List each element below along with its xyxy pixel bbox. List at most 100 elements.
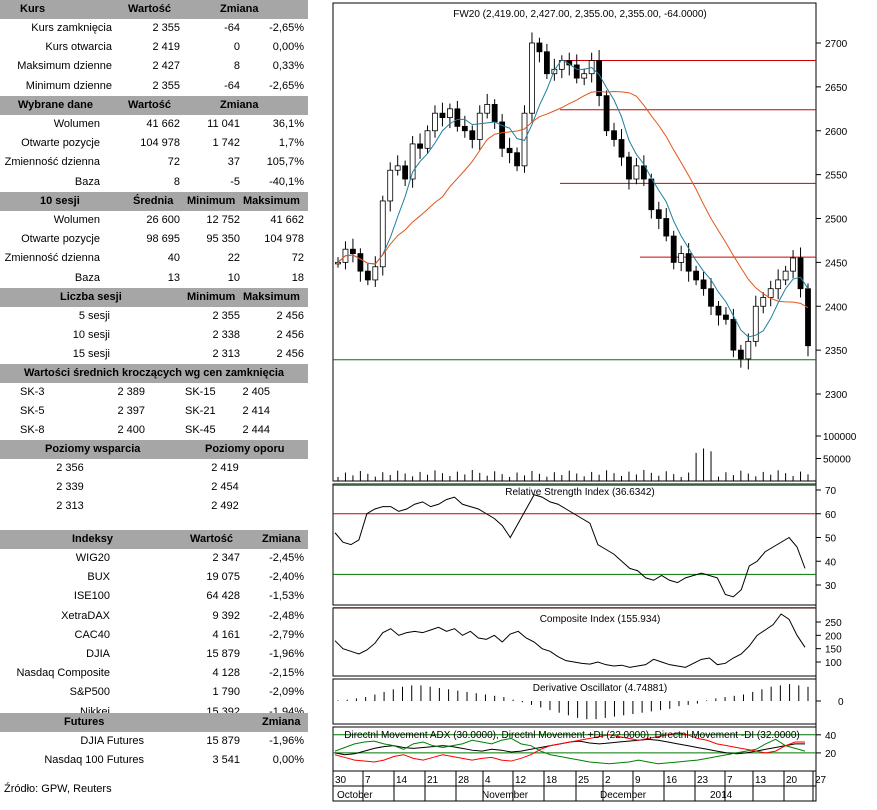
table-cell: DJIA Futures xyxy=(80,735,144,747)
table-cell: 2 456 xyxy=(276,348,304,361)
table-header-sesji10: 10 sesji Średnia Minimum Maksimum xyxy=(0,192,308,211)
x-day-label: 27 xyxy=(815,775,827,786)
table-cell: Wybrane dane xyxy=(18,99,93,111)
candle-body xyxy=(424,130,431,149)
table-cell: 98 695 xyxy=(146,233,180,246)
table-cell: Minimum xyxy=(187,291,236,303)
table-row: Zmienność dzienna 72 37 105,7% xyxy=(0,153,308,172)
candle-body xyxy=(678,253,685,263)
table-cell: 2 339 xyxy=(56,481,84,494)
table-cell: Futures xyxy=(64,716,105,728)
table-row: Zmienność dzienna 40 22 72 xyxy=(0,249,308,268)
table-cell: Zmienność dzienna xyxy=(4,252,100,265)
table-row: Otwarte pozycje 104 978 1 742 1,7% xyxy=(0,134,308,153)
table-cell: -64 xyxy=(224,22,240,34)
candle-body xyxy=(685,253,692,272)
table-cell: -1,96% xyxy=(269,735,304,747)
table-cell: 8 xyxy=(173,175,180,188)
composite-tick-label: 250 xyxy=(825,618,842,629)
table-cell: 41 662 xyxy=(270,214,304,226)
table-cell: 12 752 xyxy=(206,214,240,226)
table-cell: Zmiana xyxy=(220,99,259,111)
candle-body xyxy=(708,288,714,307)
candle-body xyxy=(700,279,707,290)
table-row: 10 sesji 2 338 2 456 xyxy=(0,326,308,345)
oscillator-tick-label: 0 xyxy=(838,697,844,708)
candle-body xyxy=(626,156,632,180)
candle-body xyxy=(663,218,670,237)
table-cell: 0,00% xyxy=(272,754,304,767)
table-cell: Wolumen xyxy=(53,118,100,130)
table-row: CAC40 4 161 -2,79% xyxy=(0,626,308,645)
candle-body xyxy=(775,279,782,290)
candle-body xyxy=(581,73,588,79)
table-cell: -1,53% xyxy=(269,590,304,603)
table-cell: 10 xyxy=(227,271,240,284)
candle-body xyxy=(603,95,610,132)
table-row: 2 356 2 419 xyxy=(0,459,308,478)
candle-body xyxy=(543,51,550,75)
table-row: 5 sesji 2 355 2 456 xyxy=(0,307,308,326)
table-cell: -40,1% xyxy=(269,175,304,188)
candle-body xyxy=(752,305,759,342)
x-day-label: 9 xyxy=(635,775,641,786)
y-tick-label: 2450 xyxy=(825,258,848,269)
rsi-tick-label: 60 xyxy=(825,510,837,521)
table-cell: 11 041 xyxy=(207,118,240,130)
table-cell: -1,96% xyxy=(269,648,304,660)
candle-body xyxy=(790,257,796,272)
table-cell: 2 313 xyxy=(56,500,84,513)
candle-body xyxy=(648,178,655,211)
table-cell: 10 sesji xyxy=(40,195,80,207)
table-cell: SK-21 xyxy=(185,405,216,418)
volume-tick-label: 50000 xyxy=(823,455,851,466)
table-cell: 9 392 xyxy=(212,609,240,622)
table-cell: Poziomy wsparcia xyxy=(45,443,141,455)
table-header-futures: Futures Zmiana xyxy=(0,713,308,732)
table-cell: 3 541 xyxy=(212,754,240,767)
table-row: SK-5 2 397 SK-21 2 414 xyxy=(0,402,308,421)
table-cell: Nasdaq 100 Futures xyxy=(44,754,144,767)
table-cell: 0 xyxy=(233,41,240,54)
table-cell: 4 161 xyxy=(212,628,240,641)
table-cell: Kurs zamknięcia xyxy=(31,22,112,34)
table-cell: -2,40% xyxy=(269,571,304,584)
table-cell: 2 347 xyxy=(212,552,240,564)
table-cell: 5 sesji xyxy=(78,310,110,322)
candle-body xyxy=(491,104,498,123)
candle-body xyxy=(558,60,565,70)
composite-line xyxy=(334,613,806,668)
candle-body xyxy=(350,248,356,254)
table-cell: 2 444 xyxy=(242,424,270,437)
y-tick-label: 2550 xyxy=(825,171,848,182)
table-row: DJIA Futures 15 879 -1,96% xyxy=(0,732,308,751)
table-cell: 2 419 xyxy=(152,41,180,54)
x-day-label: 30 xyxy=(335,775,347,786)
table-cell: BUX xyxy=(87,571,110,584)
candle-body xyxy=(797,257,804,290)
x-day-label: 20 xyxy=(786,775,798,786)
table-cell: 1 742 xyxy=(212,137,240,150)
table-cell: 26 600 xyxy=(146,214,180,226)
table-cell: Minimum xyxy=(187,195,236,207)
y-tick-label: 2400 xyxy=(825,302,848,313)
table-cell: Średnia xyxy=(133,195,174,207)
candle-body xyxy=(529,42,535,114)
candle-body xyxy=(737,349,744,360)
table-cell: -2,15% xyxy=(269,667,304,680)
table-cell: Nasdaq Composite xyxy=(16,667,110,680)
table-cell: S&P500 xyxy=(69,686,110,699)
table-cell: 22 xyxy=(227,252,240,265)
table-cell: Baza xyxy=(74,271,100,284)
x-day-label: 12 xyxy=(515,775,527,786)
table-header-indeksy: Indeksy Wartość Zmiana xyxy=(0,530,308,549)
table-cell: 2 456 xyxy=(276,310,304,322)
table-header-poziomy: Poziomy wsparcia Poziomy oporu xyxy=(0,440,308,459)
table-cell: 2 456 xyxy=(276,329,304,342)
candle-body xyxy=(439,112,446,118)
table-cell: -2,09% xyxy=(269,686,304,699)
y-tick-label: 2300 xyxy=(825,390,848,401)
candle-body xyxy=(357,253,364,272)
table-cell: 2 454 xyxy=(211,481,239,494)
table-cell: CAC40 xyxy=(74,628,110,641)
